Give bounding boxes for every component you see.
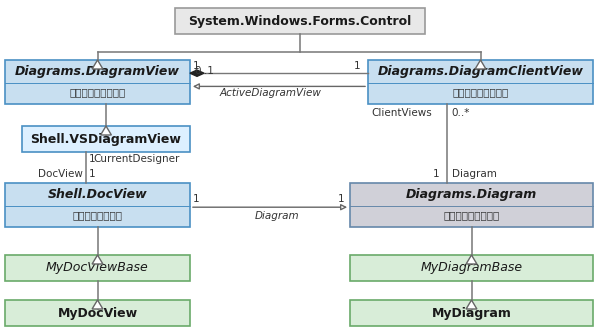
Bar [5,300,190,326]
Bar [175,8,425,34]
Text: Shell.DocView: Shell.DocView [47,188,147,201]
Text: 1: 1 [354,61,361,71]
Bar [5,255,190,281]
Text: MyDocViewBase: MyDocViewBase [46,262,149,274]
Text: 1: 1 [193,61,200,71]
Bar [5,183,190,227]
Text: MyDocView: MyDocView [58,307,138,319]
Text: 會從檔案載入圖表: 會從檔案載入圖表 [73,211,123,220]
Polygon shape [100,126,111,135]
Polygon shape [190,70,204,76]
Bar [350,300,593,326]
Text: 顯示捲軸和外部框架: 顯示捲軸和外部框架 [69,88,126,98]
Text: Diagram: Diagram [452,169,496,179]
Text: CurrentDesigner: CurrentDesigner [94,154,180,164]
Text: ClientViews: ClientViews [372,108,433,118]
Text: Diagrams.DiagramClientView: Diagrams.DiagramClientView [377,65,584,78]
Text: 1: 1 [433,169,439,179]
Bar [350,255,593,281]
Text: 可顯示圖表的控制項: 可顯示圖表的控制項 [453,88,508,98]
Bar [5,60,190,104]
Text: Shell.VSDiagramView: Shell.VSDiagramView [31,133,182,145]
Polygon shape [92,60,103,69]
Text: 1: 1 [193,194,200,204]
Polygon shape [92,255,103,264]
Text: 1: 1 [89,169,96,179]
Text: Diagrams.DiagramView: Diagrams.DiagramView [15,65,180,78]
Polygon shape [92,300,103,309]
Text: System.Windows.Forms.Control: System.Windows.Forms.Control [188,14,412,28]
Text: 0..1: 0..1 [194,66,214,76]
Text: MyDiagramBase: MyDiagramBase [421,262,522,274]
Text: 包含圖形的模型項目: 包含圖形的模型項目 [444,211,499,220]
Polygon shape [466,255,477,264]
Text: Diagram: Diagram [255,211,300,221]
Text: Diagrams.Diagram: Diagrams.Diagram [406,188,537,201]
Bar [22,126,190,152]
Text: ActiveDiagramView: ActiveDiagramView [220,89,322,98]
Text: 0..*: 0..* [452,108,470,118]
Polygon shape [466,300,477,309]
Text: MyDiagram: MyDiagram [432,307,511,319]
Text: 1: 1 [89,154,96,164]
Text: DocView: DocView [38,169,83,179]
Bar [350,183,593,227]
Text: 1: 1 [338,194,344,204]
Polygon shape [475,60,486,69]
Bar [368,60,593,104]
